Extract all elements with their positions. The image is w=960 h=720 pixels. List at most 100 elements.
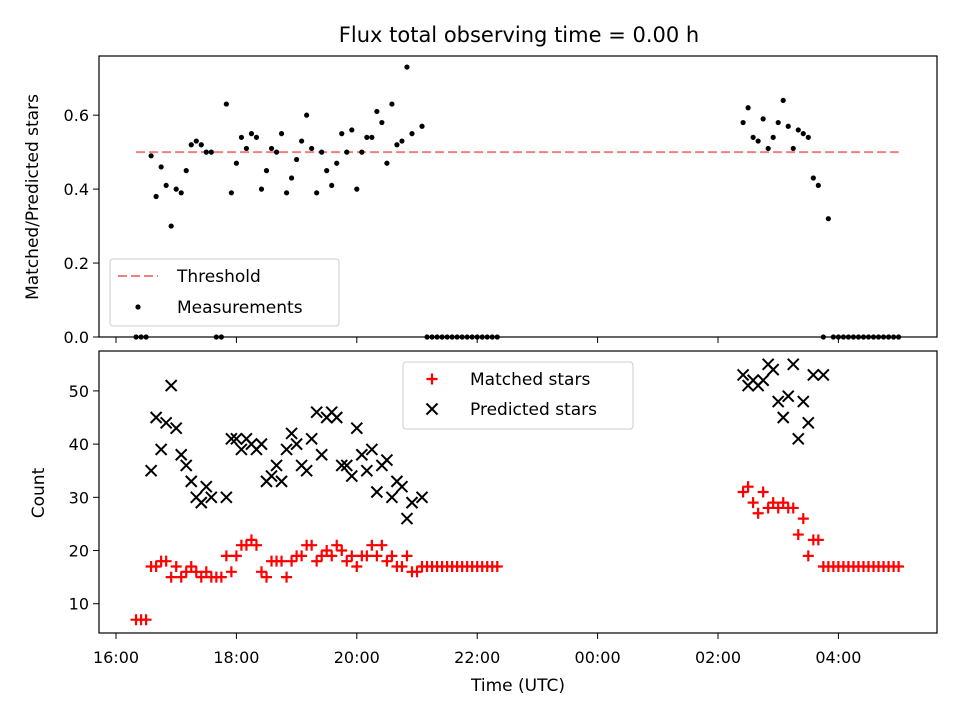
- legend-measurement-label: Measurements: [177, 298, 303, 318]
- predicted-star-point: [205, 491, 218, 504]
- measurement-point: [153, 193, 159, 200]
- predicted-star-point: [345, 469, 358, 483]
- matched-star-point: [311, 555, 323, 567]
- matched-star-point: [331, 539, 343, 551]
- bottom-y-tick-label: 50: [69, 382, 89, 401]
- measurement-point: [800, 131, 806, 137]
- measurement-point: [354, 186, 360, 192]
- matched-star-point: [281, 571, 293, 583]
- x-tick-label: 02:00: [695, 648, 741, 667]
- predicted-star-point: [144, 464, 158, 477]
- x-tick-label: 22:00: [454, 648, 500, 667]
- matched-star-point: [366, 539, 378, 551]
- measurement-point: [334, 160, 340, 166]
- top-y-ticks: 0.0 0.2 0.4 0.6: [64, 106, 99, 347]
- measurement-point: [319, 149, 325, 155]
- matched-star-point: [336, 545, 348, 557]
- predicted-star-point: [290, 437, 303, 451]
- predicted-star-point: [169, 421, 183, 435]
- measurement-point: [258, 186, 265, 192]
- x-tick-label: 00:00: [575, 648, 621, 667]
- matched-star-point: [792, 529, 804, 541]
- matched-star-point: [165, 571, 177, 583]
- predicted-star-point: [365, 443, 379, 456]
- predicted-star-point: [797, 395, 810, 408]
- matched-star-point: [326, 550, 338, 562]
- predicted-star-point: [782, 390, 795, 403]
- matched-star-point: [140, 614, 152, 626]
- measurement-point: [745, 105, 751, 111]
- predicted-star-point: [736, 368, 750, 382]
- measurement-point: [158, 164, 164, 170]
- measurement-point: [409, 131, 415, 137]
- predicted-star-point: [360, 464, 374, 477]
- matched-star-point: [170, 560, 182, 572]
- matched-star-point: [346, 550, 358, 562]
- top-y-tick-label: 0.6: [64, 106, 89, 125]
- measurement-point: [253, 134, 260, 140]
- bottom-y-tick-label: 20: [69, 542, 89, 561]
- predicted-star-point: [370, 485, 384, 499]
- predicted-star-point: [350, 421, 364, 435]
- measurement-point: [248, 131, 255, 137]
- measurement-point: [374, 108, 380, 115]
- bottom-panel: Count Time (UTC) 10 20 30 40 50 16:00 18:00 20…: [29, 350, 938, 696]
- predicted-star-point: [771, 395, 785, 408]
- measurement-point: [765, 145, 771, 152]
- bottom-y-axis-label: Count: [29, 467, 49, 518]
- measurement-point: [349, 127, 355, 133]
- legend-measurement-swatch: [135, 304, 141, 310]
- measurement-point: [389, 101, 395, 107]
- measurement-point: [268, 145, 275, 152]
- legend-predicted-label: Predicted stars: [470, 400, 597, 420]
- matched-star-point: [742, 481, 754, 493]
- predicted-star-point: [817, 368, 830, 382]
- measurement-point: [364, 134, 370, 140]
- predicted-star-point: [792, 432, 805, 445]
- measurement-point: [795, 127, 801, 133]
- matched-star-point: [893, 560, 905, 572]
- matched-star-point: [220, 550, 232, 562]
- predicted-star-point: [159, 416, 173, 430]
- measurement-point: [369, 134, 375, 140]
- predicted-star-point: [777, 411, 790, 424]
- top-legend-box: [109, 258, 340, 327]
- measurement-point: [238, 134, 245, 140]
- matched-star-point: [180, 566, 192, 578]
- matched-star-point: [240, 539, 252, 551]
- predicted-star-point: [280, 443, 293, 456]
- measurement-point: [304, 112, 310, 118]
- measurement-point: [760, 116, 766, 122]
- chart-title: Flux total observing time = 0.00 h: [339, 23, 699, 47]
- matched-star-point: [361, 550, 373, 562]
- measurement-point: [780, 97, 786, 103]
- bottom-y-ticks: 10 20 30 40 50: [69, 382, 99, 614]
- measurement-point: [770, 134, 776, 140]
- x-tick-label: 04:00: [815, 648, 861, 667]
- matched-star-point: [255, 566, 267, 578]
- measurement-point: [379, 119, 385, 126]
- measurement-point: [188, 142, 194, 148]
- matched-star-point: [200, 566, 212, 578]
- bottom-x-ticks: 16:00 18:00 20:00 22:00 00:00 02:00 04:00: [93, 633, 861, 667]
- measurement-point: [314, 190, 320, 196]
- measurement-point: [339, 131, 345, 137]
- measurement-point: [178, 190, 184, 196]
- measurement-point: [243, 145, 250, 152]
- matched-star-point: [250, 539, 262, 551]
- predicted-star-point: [180, 459, 193, 472]
- predicted-star-point: [270, 459, 283, 472]
- predicted-star-point: [149, 411, 163, 424]
- matched-star-point: [747, 497, 759, 509]
- matched-star-point: [276, 555, 288, 567]
- measurement-point: [294, 156, 300, 163]
- measurement-point: [785, 123, 791, 129]
- bottom-legend-box: [402, 361, 634, 430]
- measurement-point: [208, 149, 214, 155]
- measurement-point: [394, 142, 400, 148]
- matched-star-point: [797, 513, 809, 525]
- measurement-point: [404, 64, 410, 70]
- measurement-point: [183, 168, 189, 174]
- bottom-legend: Matched stars Predicted stars: [402, 361, 634, 430]
- measurement-point: [329, 182, 335, 189]
